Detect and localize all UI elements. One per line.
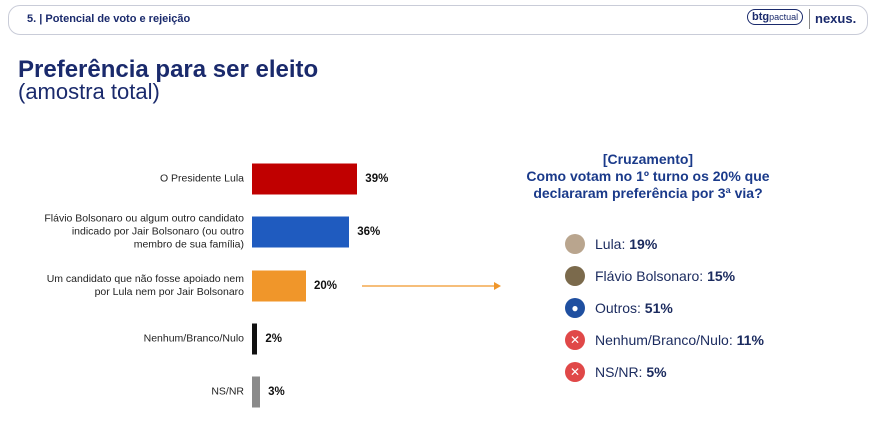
category-label: NS/NR [211, 385, 244, 398]
item-value: 5% [646, 364, 667, 380]
item-value: 11% [736, 332, 764, 348]
item-label: Lula: [595, 236, 626, 252]
avatar [565, 266, 585, 286]
crossing-item: ✕ Nenhum/Branco/Nulo: 11% [565, 330, 764, 350]
crossing-tag: [Cruzamento] [602, 151, 694, 167]
item-label: Flávio Bolsonaro: [595, 268, 704, 284]
crossing-heading: [Cruzamento] Como votam no 1º turno os 2… [498, 151, 798, 202]
bar [252, 163, 358, 195]
brand-btg: btg [752, 11, 770, 23]
category-label: Flávio Bolsonaro ou algum outro candidat… [44, 212, 244, 251]
nexus-logo: nexus. [815, 11, 857, 26]
item-value: 15% [707, 268, 736, 284]
category-label: O Presidente Lula [159, 172, 244, 185]
crossing-question: Como votam no 1º turno os 20% que declar… [526, 168, 770, 201]
chart-title: Preferência para ser eleito [18, 56, 319, 83]
divider [809, 9, 810, 29]
header: 5. | Potencial de voto e rejeição btgpac… [8, 5, 868, 35]
chart-subtitle: (amostra total) [18, 79, 160, 104]
item-value: 51% [644, 300, 673, 316]
brand-logo: btgpactual [747, 9, 804, 25]
category-label: Nenhum/Branco/Nulo [143, 332, 244, 345]
icon-x: ✕ [565, 362, 585, 382]
value-label: 36% [357, 226, 381, 239]
crossing-item: ● Outros: 51% [565, 298, 673, 318]
value-label: 2% [265, 332, 283, 345]
crossing-item: ✕ NS/NR: 5% [565, 362, 667, 382]
item-label: Outros: [595, 300, 641, 316]
value-label: 39% [365, 173, 389, 185]
item-label: NS/NR: [595, 364, 643, 380]
value-label: 3% [268, 386, 285, 398]
category-label: Um candidato que não fosse apoiado nem p… [46, 272, 244, 298]
bar [252, 216, 350, 248]
bar [252, 323, 258, 355]
brand-pactual: pactual [769, 12, 799, 22]
avatar [565, 234, 585, 254]
arrow [362, 282, 501, 290]
bar [252, 270, 306, 301]
crossing-item: Flávio Bolsonaro: 15% [565, 266, 735, 286]
value-label: 20% [314, 279, 338, 292]
section-title: 5. | Potencial de voto e rejeição [27, 13, 191, 25]
bar [252, 376, 261, 408]
item-label: Nenhum/Branco/Nulo: [595, 332, 733, 348]
crossing-item: Lula: 19% [565, 234, 657, 254]
icon-people: ● [565, 298, 585, 318]
icon-x: ✕ [565, 330, 585, 350]
item-value: 19% [629, 236, 658, 252]
